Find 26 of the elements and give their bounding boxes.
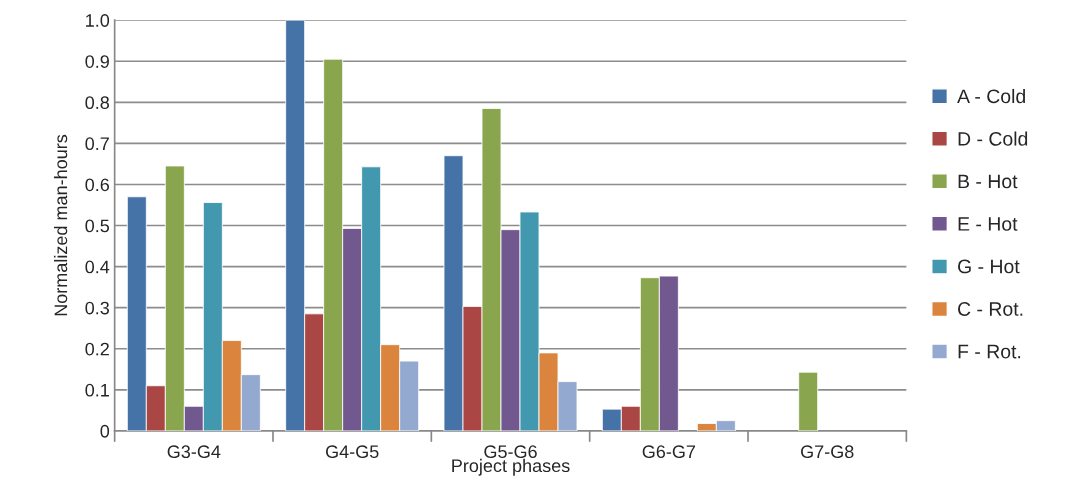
legend-label: G - Hot xyxy=(958,259,1020,274)
x-tick-label: G4-G5 xyxy=(325,445,379,459)
y-tick-label: 0.8 xyxy=(85,96,110,110)
y-tick-label: 0.1 xyxy=(85,383,109,397)
legend-label: E - Hot xyxy=(958,217,1018,231)
x-tick-label: G5-G6 xyxy=(484,445,537,459)
y-tick-label: 0.6 xyxy=(85,178,110,192)
y-tick-label: 0.9 xyxy=(85,55,109,68)
y-axis-title: Normalized man-hours xyxy=(53,134,68,316)
x-tick-label: G7-G8 xyxy=(801,445,854,459)
x-axis-title: Project phases xyxy=(452,458,570,476)
x-tick-label: G6-G7 xyxy=(642,445,696,459)
y-tick-label: 1.0 xyxy=(86,14,110,27)
y-tick-label: 0.7 xyxy=(85,137,109,151)
y-tick-label: 0.4 xyxy=(85,260,110,274)
x-tick-label: G3-G4 xyxy=(167,445,221,459)
legend-label: C - Rot. xyxy=(958,302,1023,316)
legend-label: F - Rot. xyxy=(958,344,1021,359)
y-tick-label: 0.5 xyxy=(85,219,110,233)
y-tick-label: 0.2 xyxy=(85,342,109,356)
y-tick-label: 0 xyxy=(100,424,110,438)
legend-label: A - Cold xyxy=(957,88,1025,104)
y-tick-label: 0.3 xyxy=(85,301,110,315)
legend-label: B - Hot xyxy=(958,174,1018,189)
legend-label: D - Cold xyxy=(958,131,1028,146)
bar xyxy=(798,371,819,431)
